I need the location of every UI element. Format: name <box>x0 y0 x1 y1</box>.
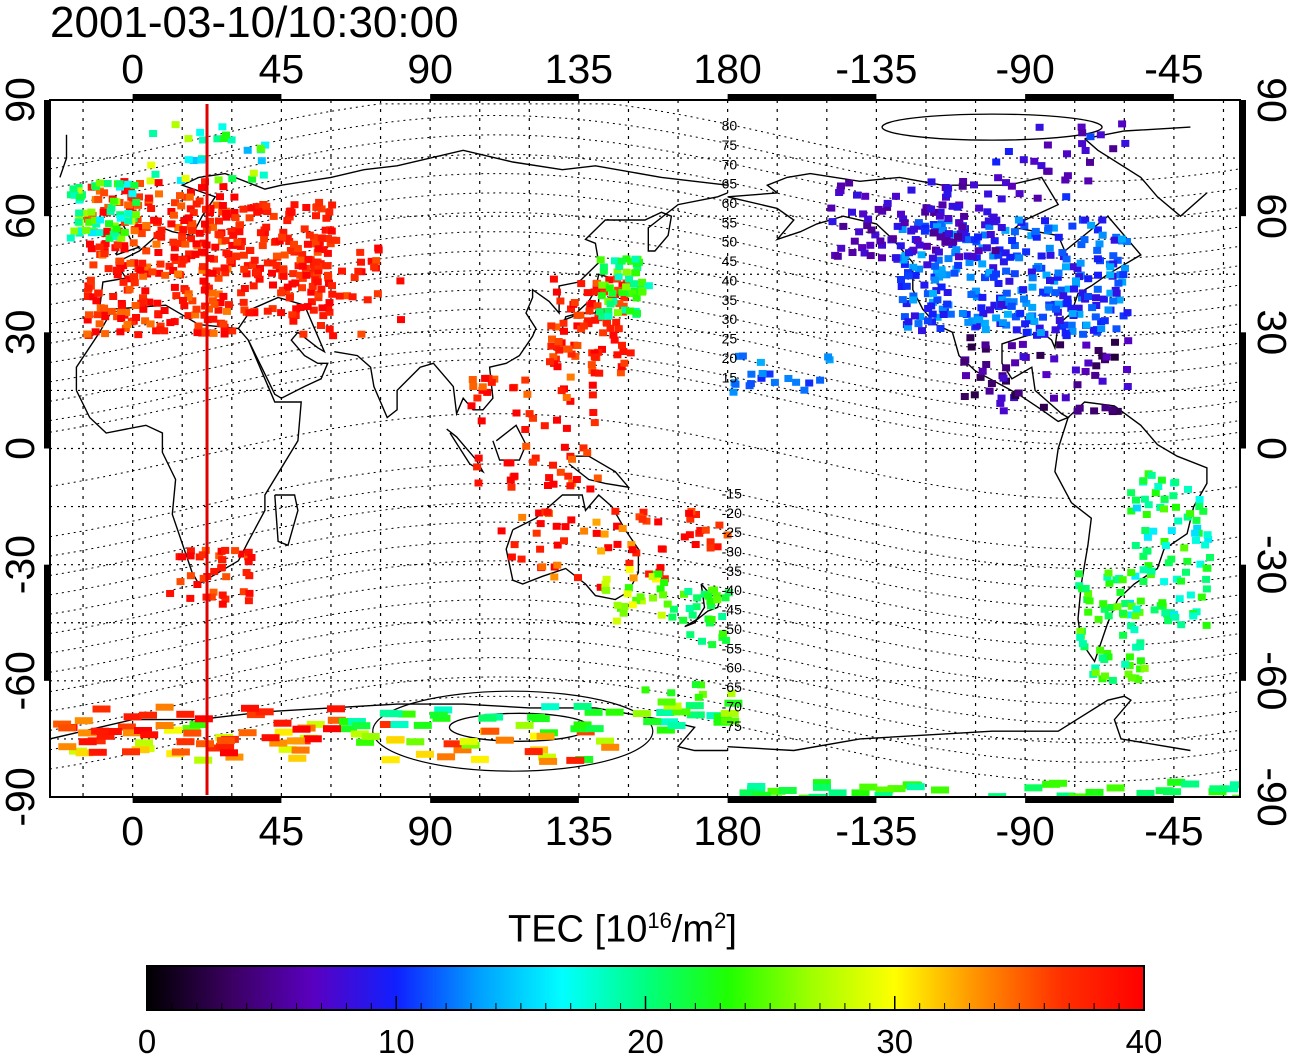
magnetic-latitude-label: -75 <box>722 718 742 734</box>
magnetic-latitude-label: -15 <box>722 485 742 501</box>
colorbar-title-unit-exponent: 2 <box>714 908 727 933</box>
colorbar-tick-label: 30 <box>876 1023 913 1057</box>
left-latitude-label: -60 <box>0 651 43 710</box>
frame-tick-bars <box>44 94 1246 803</box>
left-latitude-label: 0 <box>0 437 43 460</box>
coastlines <box>50 126 1208 752</box>
colorbar-title-text: TEC [10 <box>508 908 648 951</box>
magnetic-latitude-labels: 80 75 70 65 60 55 50 45 40 35 30 25 20 15 -15 -20 -25 -30… <box>722 118 742 734</box>
right-latitude-label: 60 <box>1249 193 1292 239</box>
magnetic-latitude-label: -40 <box>722 582 742 598</box>
right-latitude-labels: 90 60 30 0 -30 -60 -90 <box>1249 77 1292 826</box>
tec-measurements <box>53 120 1240 797</box>
magnetic-latitude-label: -30 <box>722 544 742 560</box>
bottom-longitude-label: -90 <box>996 808 1055 854</box>
left-latitude-label: 30 <box>0 310 43 356</box>
magnetic-latitude-label: -35 <box>722 563 742 579</box>
bottom-longitude-label: -45 <box>1144 808 1203 854</box>
magnetic-latitude-label: 35 <box>722 292 738 308</box>
right-latitude-label: 30 <box>1249 310 1292 356</box>
bottom-longitude-label: 0 <box>121 808 144 854</box>
bottom-longitude-label: -135 <box>835 808 917 854</box>
bottom-longitude-labels: 0 45 90 135 180 -135 -90 -45 <box>121 808 1203 854</box>
colorbar-title: TEC [1016/m2] <box>508 908 737 952</box>
right-latitude-label: 90 <box>1249 77 1292 123</box>
magnetic-latitude-label: 25 <box>722 331 738 347</box>
magnetic-latitude-contours <box>50 103 1240 782</box>
top-longitude-label: -45 <box>1144 46 1203 92</box>
top-longitude-label: 0 <box>121 46 144 92</box>
top-longitude-label: -90 <box>996 46 1055 92</box>
top-longitude-label: -135 <box>835 46 917 92</box>
magnetic-latitude-label: 50 <box>722 234 738 250</box>
top-longitude-label: 180 <box>693 46 761 92</box>
colorbar-tick-label: 10 <box>378 1023 415 1057</box>
magnetic-latitude-label: -25 <box>722 524 742 540</box>
magnetic-latitude-label: 55 <box>722 214 738 230</box>
bottom-longitude-label: 45 <box>259 808 305 854</box>
magnetic-latitude-label: 45 <box>722 253 738 269</box>
magnetic-latitude-label: 20 <box>722 350 738 366</box>
colorbar-title-unit: /m <box>671 908 715 951</box>
colorbar-tick-label: 20 <box>627 1023 664 1057</box>
left-latitude-label: -90 <box>0 767 43 826</box>
magnetic-latitude-label: 80 <box>722 118 738 134</box>
right-latitude-label: -90 <box>1249 767 1292 826</box>
left-latitude-label: 90 <box>0 77 43 123</box>
colorbar-ticks: 0 10 20 30 40 <box>138 996 1163 1057</box>
top-longitude-label: 90 <box>407 46 453 92</box>
bottom-longitude-label: 90 <box>407 808 453 854</box>
right-latitude-label: -30 <box>1249 535 1292 594</box>
magnetic-latitude-label: 40 <box>722 272 738 288</box>
magnetic-latitude-label: -20 <box>722 505 742 521</box>
colorbar-tick-label: 0 <box>138 1023 156 1057</box>
top-longitude-label: 45 <box>259 46 305 92</box>
magnetic-latitude-label: 15 <box>722 369 738 385</box>
magnetic-latitude-label: 75 <box>722 137 738 153</box>
magnetic-latitude-label: 60 <box>722 195 738 211</box>
magnetic-latitude-label: -70 <box>722 698 742 714</box>
bottom-longitude-label: 180 <box>693 808 761 854</box>
map-title: 2001-03-10/10:30:00 <box>50 0 459 47</box>
right-latitude-label: 0 <box>1249 437 1292 460</box>
right-latitude-label: -60 <box>1249 651 1292 710</box>
magnetic-latitude-label: -50 <box>722 621 742 637</box>
top-longitude-label: 135 <box>545 46 613 92</box>
top-longitude-labels: 0 45 90 135 180 -135 -90 -45 <box>121 46 1203 92</box>
coordinate-grid <box>50 100 1240 797</box>
left-latitude-label: -30 <box>0 535 43 594</box>
left-latitude-label: 60 <box>0 193 43 239</box>
magnetic-latitude-label: -45 <box>722 602 742 618</box>
magnetic-latitude-label: -60 <box>722 660 742 676</box>
magnetic-latitude-label: 65 <box>722 176 738 192</box>
left-latitude-labels: 90 60 30 0 -30 -60 -90 <box>0 77 43 826</box>
bottom-longitude-label: 135 <box>545 808 613 854</box>
magnetic-latitude-label: -55 <box>722 640 742 656</box>
magnetic-latitude-label: -65 <box>722 679 742 695</box>
colorbar-tick-label: 40 <box>1126 1023 1163 1057</box>
colorbar-title-end: ] <box>726 908 737 951</box>
magnetic-latitude-label: 70 <box>722 156 738 172</box>
colorbar-title-exponent: 16 <box>647 908 672 933</box>
magnetic-latitude-label: 30 <box>722 311 738 327</box>
